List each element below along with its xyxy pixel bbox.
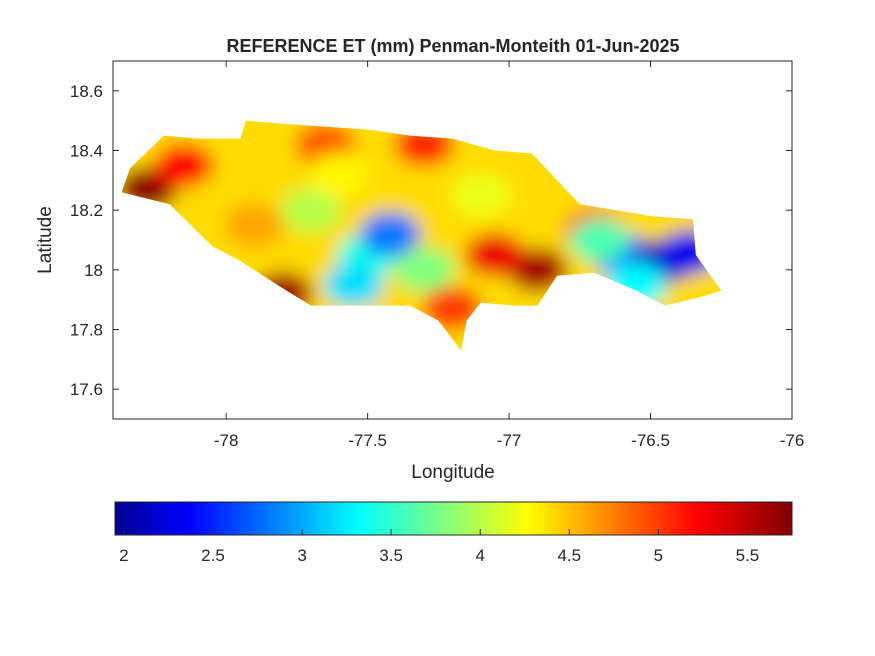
y-tick-label: 18.6 bbox=[70, 82, 103, 101]
colorbar-tick-label: 2 bbox=[119, 546, 128, 565]
et-value-patch bbox=[450, 173, 511, 218]
x-axis-ticks: -78 -77.5 -77 -76.5 -76 bbox=[214, 61, 804, 450]
y-axis-label: Latitude bbox=[35, 206, 56, 274]
et-value-patch bbox=[464, 232, 525, 277]
x-axis-label: Longitude bbox=[411, 462, 494, 483]
colorbar-tick-label: 4 bbox=[475, 546, 484, 565]
y-tick-label: 18.4 bbox=[70, 142, 103, 161]
et-value-patch bbox=[360, 212, 421, 257]
colorbar-tick-label: 5 bbox=[654, 546, 663, 565]
et-value-patch bbox=[153, 143, 214, 188]
colorbar-tick-label: 4.5 bbox=[557, 546, 581, 565]
colorbar-tick-label: 2.5 bbox=[201, 546, 225, 565]
et-value-patch bbox=[281, 188, 342, 233]
y-tick-label: 17.8 bbox=[70, 321, 103, 340]
et-value-patch bbox=[309, 152, 370, 197]
x-tick-label: -77 bbox=[497, 431, 522, 450]
x-tick-label: -78 bbox=[214, 431, 239, 450]
colorbar-ticks: 2 2.5 3 3.5 4 4.5 5 5.5 bbox=[119, 529, 759, 565]
et-value-patch bbox=[323, 262, 384, 307]
colorbar-tick-label: 3.5 bbox=[379, 546, 403, 565]
x-tick-label: -76.5 bbox=[631, 431, 670, 450]
y-tick-label: 17.6 bbox=[70, 380, 103, 399]
y-tick-label: 18.2 bbox=[70, 201, 103, 220]
colorbar-tick-label: 5.5 bbox=[736, 546, 760, 565]
colorbar-tick-label: 3 bbox=[297, 546, 306, 565]
et-value-patch bbox=[569, 218, 630, 262]
x-tick-label: -76 bbox=[780, 431, 805, 450]
y-axis-ticks: 17.6 17.8 18 18.2 18.4 18.6 bbox=[70, 82, 792, 399]
chart-title: REFERENCE ET (mm) Penman-Monteith 01-Jun… bbox=[226, 36, 679, 56]
x-tick-label: -77.5 bbox=[348, 431, 387, 450]
colorbar bbox=[114, 501, 793, 536]
y-tick-label: 18 bbox=[84, 261, 103, 280]
et-value-patch bbox=[224, 203, 285, 248]
et-value-patch bbox=[394, 247, 455, 292]
